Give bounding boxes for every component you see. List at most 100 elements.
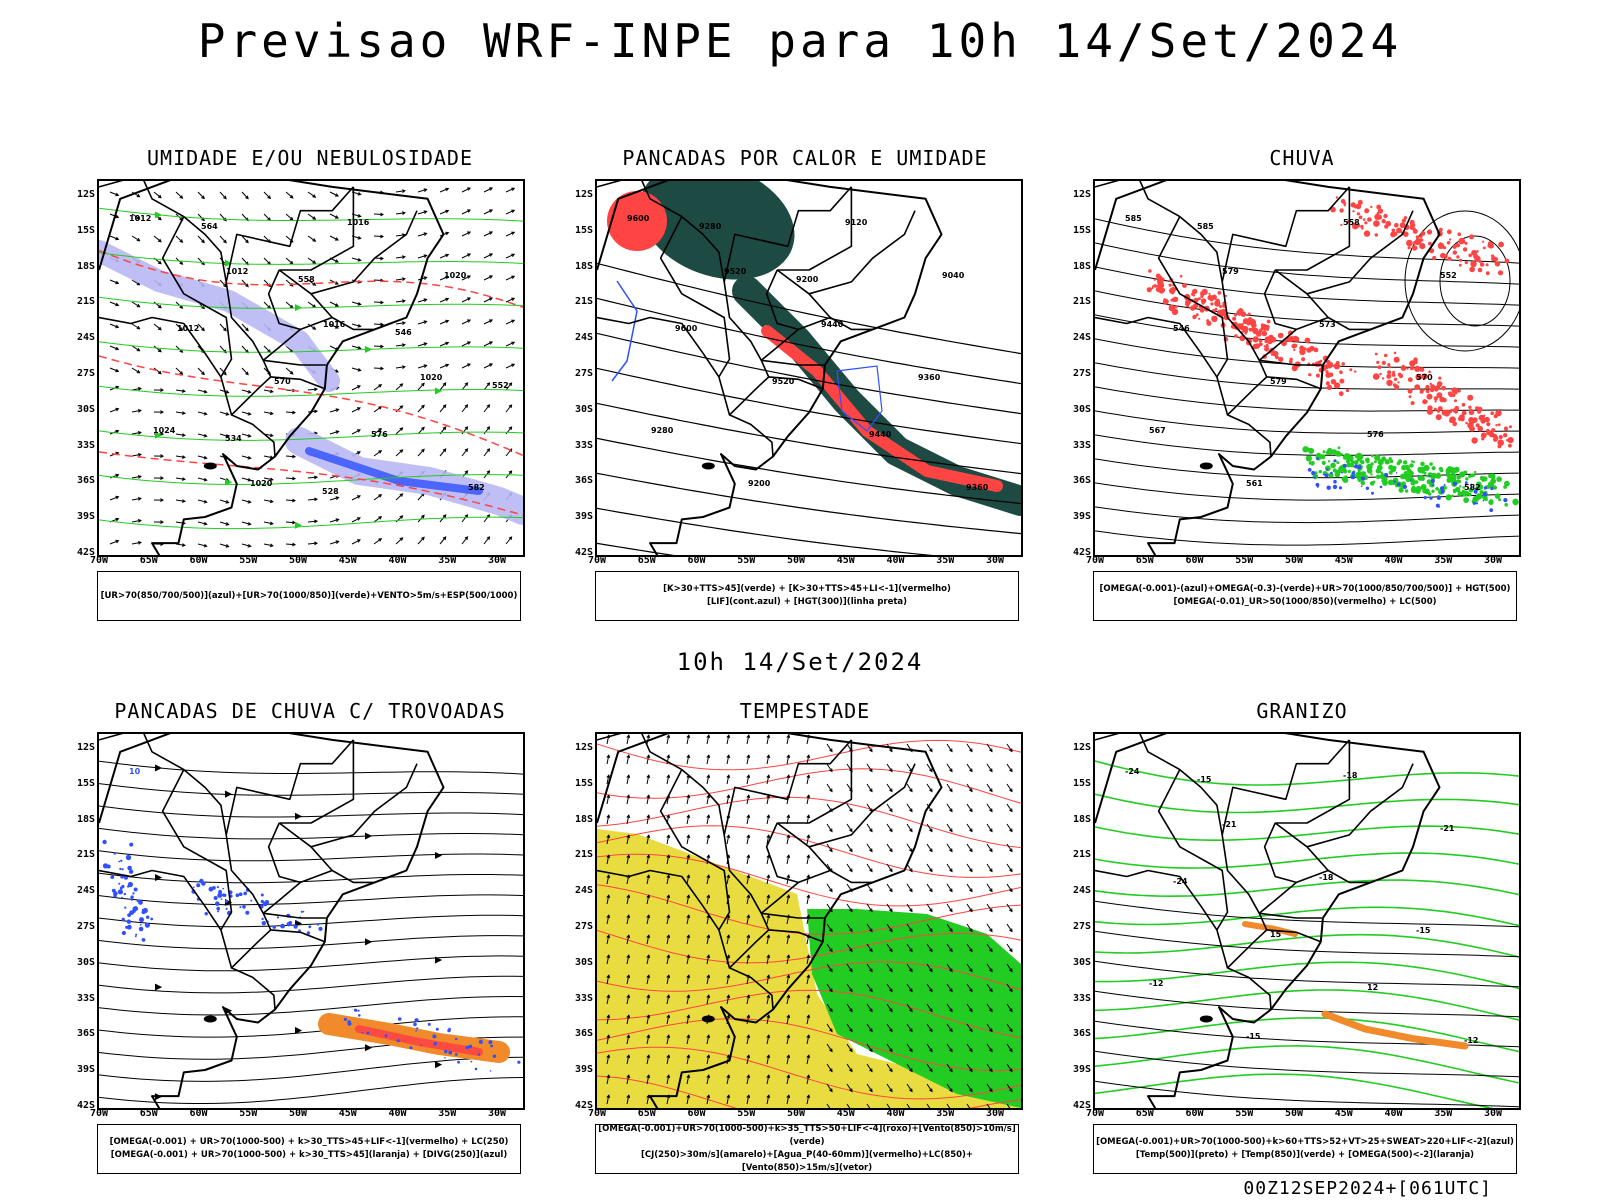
lon-tick-label: 30W [1483,1108,1503,1119]
legend-box: [OMEGA(-0.001)-(azul)+OMEGA(-0.3)-(verde… [1093,571,1517,621]
contour-label: 585 [1197,222,1214,231]
lat-tick-label: 33S [76,992,95,1004]
pressure-labels: 1012101210161020102410201016102010125705… [129,214,509,496]
legend-line: [OMEGA(-0.001)+UR>70(1000-500)+k>60+TTS>… [1096,1137,1514,1147]
contour-label: 582 [1464,483,1481,492]
state-border [659,216,731,416]
contour-label: 9360 [966,483,989,492]
lon-tick-label: 60W [1185,1108,1204,1119]
legend-box: [OMEGA(-0.001) + UR>70(1000-500) + k>30_… [97,1124,521,1174]
contour-label: 1016 [323,320,346,329]
contour-label: 9040 [942,271,965,280]
lat-tick-label: 33S [574,439,593,451]
panel-title: PANCADAS POR CALOR E UMIDADE [622,146,988,170]
lat-tick-label: 33S [574,992,593,1004]
state-border [279,186,355,271]
contour-label: -12 [1464,1036,1478,1045]
lat-tick-label: 42S [1072,1100,1091,1111]
state-border [1258,881,1322,919]
state-border [1221,739,1350,836]
lat-tick-label: 42S [76,547,95,558]
contour-label: 582 [468,483,485,492]
contour-label: 552 [1440,271,1457,280]
state-border [723,739,852,836]
contour-label: 1020 [420,373,443,382]
lat-tick-label: 24S [76,885,95,897]
contour-label: 558 [1343,218,1360,227]
lat-tick-label: 39S [1072,1064,1091,1076]
lon-tick-label: 30W [487,1108,507,1119]
state-border [1157,216,1229,416]
state-border [279,739,355,824]
legend-line: [UR>70(850/700/500)](azul)+[UR>70(1000/8… [100,590,518,601]
lat-tick-label: 27S [1072,368,1091,379]
state-border [1263,269,1329,331]
state-border [808,763,916,848]
lat-tick-label: 12S [574,189,593,200]
lon-tick-label: 55W [1235,555,1254,566]
lon-tick-label: 60W [189,1108,208,1119]
contour-label: 1024 [153,426,176,435]
state-border [1306,210,1414,295]
state-border [1275,739,1351,824]
legend-line: [OMEGA(-0.001)-(azul)+OMEGA(-0.3)-(verde… [1099,584,1511,594]
lat-tick-label: 36S [76,1028,95,1040]
lon-tick-label: 65W [139,555,158,566]
state-border [1157,769,1229,969]
state-border [723,186,852,283]
contour-label: 576 [371,430,388,439]
map-canvas: 10 [99,734,523,1108]
lon-tick-label: 60W [687,1108,706,1119]
instability-band [732,276,1021,516]
state-border [1221,186,1350,283]
lon-tick-label: 70W [587,1108,607,1119]
state-border [1306,763,1414,848]
lat-tick-label: 21S [574,849,593,861]
state-border [161,216,233,416]
state-border [1095,734,1272,1010]
lat-tick-label: 39S [1072,511,1091,523]
state-border [270,376,326,390]
state-border [659,769,731,969]
lat-tick-label: 33S [1072,439,1091,451]
map-canvas: 1012101210161020102410201016102010125705… [99,181,523,555]
lat-tick-label: 24S [76,332,95,344]
lon-tick-label: 70W [89,1108,109,1119]
coastline [99,181,445,555]
lat-tick-label: 30S [1072,403,1091,415]
state-border [597,316,720,378]
contour-label: 558 [298,275,315,284]
panel-title: CHUVA [1269,146,1335,170]
coastline [1095,734,1441,1108]
state-border [760,328,824,366]
contour-label: 1020 [444,271,467,280]
contour-label: 9520 [724,267,747,276]
geography [1095,734,1441,1108]
lon-tick-label: 60W [1185,555,1204,566]
contour-label: -15 [1246,1032,1261,1041]
rain-area-blue [1307,457,1508,513]
contour-label: 9520 [772,377,795,386]
contour-label: -15 [1416,926,1431,935]
geography [99,734,445,1108]
lon-tick-label: 40W [388,555,407,566]
lat-tick-label: 24S [574,332,593,344]
contour-label: 9440 [821,320,844,329]
legend-box: [OMEGA(-0.001)+UR>70(1000-500)+k>35_TTS>… [595,1124,1019,1174]
instability-area-north [639,181,795,280]
lat-tick-label: 12S [1072,742,1091,753]
lat-tick-label: 15S [574,777,593,789]
contour-label: 15 [1270,930,1282,939]
contour-label: 546 [395,328,412,337]
lat-tick-label: 42S [76,1100,95,1111]
lon-tick-label: 60W [687,555,706,566]
contour-label: 9440 [869,430,892,439]
lon-tick-label: 65W [637,1108,656,1119]
lat-tick-label: 27S [76,368,95,379]
legend-box: [OMEGA(-0.001)+UR>70(1000-500)+k>60+TTS>… [1093,1124,1517,1174]
lon-tick-label: 55W [737,555,756,566]
contour-label: 1012 [226,267,248,276]
lifted-index-north [607,191,667,251]
legend-line: [OMEGA(-0.01)_UR>50(1000/850)(vermelho) … [1173,597,1437,607]
panel-title: GRANIZO [1256,699,1348,723]
